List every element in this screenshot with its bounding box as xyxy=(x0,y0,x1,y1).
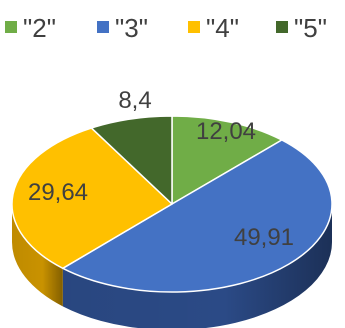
pie-slices xyxy=(11,115,333,293)
slice-side-shade-3 xyxy=(62,204,332,328)
legend-label-5: "5" xyxy=(294,13,327,43)
pie-slice-3 xyxy=(62,139,333,293)
legend-swatch-5 xyxy=(276,21,288,33)
data-label-2: 12,04 xyxy=(196,118,256,145)
legend-swatch-2 xyxy=(5,21,17,33)
legend-label-4: "4" xyxy=(206,13,239,43)
legend-label-2: "2" xyxy=(23,13,56,43)
data-labels: 12,04 49,91 29,64 8,4 xyxy=(28,87,294,251)
data-label-4: 29,64 xyxy=(28,179,88,206)
data-label-5: 8,4 xyxy=(118,87,151,114)
pie-slice-5 xyxy=(90,115,173,205)
pie-slice-2 xyxy=(171,115,283,205)
pie-sides xyxy=(12,204,332,328)
legend: "2" "3" "4" "5" xyxy=(5,13,327,43)
slice-side-shade-4 xyxy=(12,204,63,307)
legend-swatch-3 xyxy=(97,21,109,33)
data-label-3: 49,91 xyxy=(234,224,294,251)
pie-slice-4 xyxy=(11,127,173,270)
legend-swatch-4 xyxy=(188,21,200,33)
legend-label-3: "3" xyxy=(115,13,148,43)
